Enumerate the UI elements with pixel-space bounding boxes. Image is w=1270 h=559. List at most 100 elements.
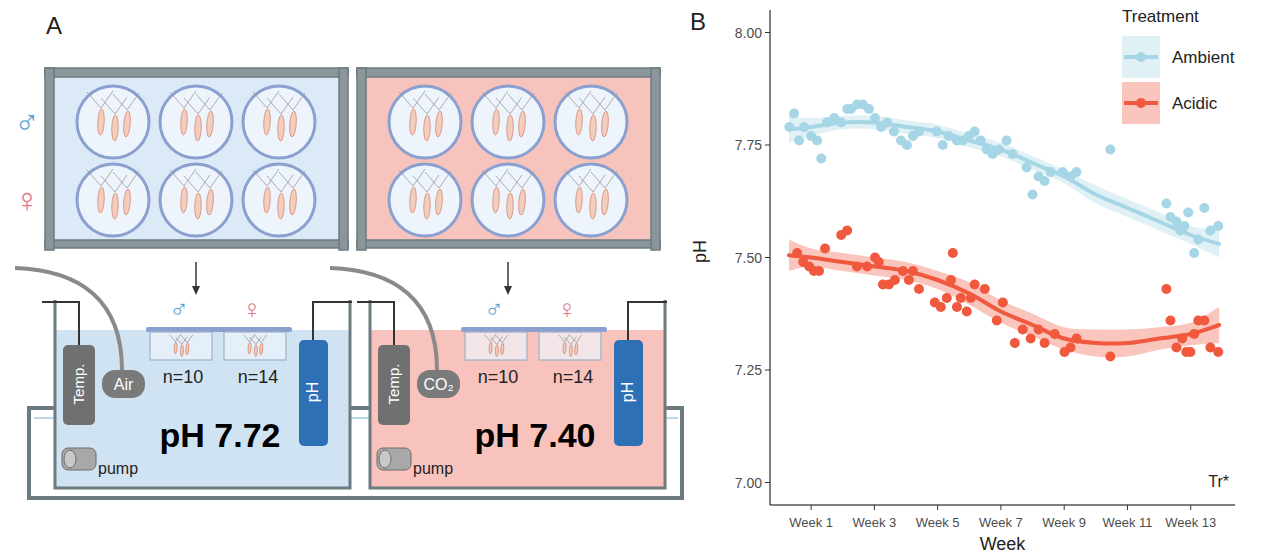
point xyxy=(820,244,830,254)
shrimp-body xyxy=(185,343,189,355)
tray-bar xyxy=(146,327,292,332)
x-tick xyxy=(1000,505,1001,510)
y-tick xyxy=(765,257,770,258)
beaker xyxy=(77,86,149,158)
shrimp-antenna xyxy=(510,97,522,114)
tray xyxy=(465,332,527,360)
shrimp-body xyxy=(435,189,443,215)
tank-water xyxy=(55,330,350,488)
x-tick xyxy=(811,505,812,510)
rack xyxy=(45,72,348,248)
shrimp-antenna xyxy=(187,335,192,343)
beaker xyxy=(555,86,627,158)
x-tick-label: Week 13 xyxy=(1165,515,1216,530)
x-tick-label: Week 5 xyxy=(916,515,960,530)
point xyxy=(1213,221,1223,231)
ph-probe xyxy=(614,340,643,446)
shrimp-antenna xyxy=(293,93,305,110)
shrimp-antenna xyxy=(267,176,281,192)
rack-post xyxy=(45,68,54,250)
point xyxy=(914,127,924,137)
shrimp-body xyxy=(123,111,131,137)
point xyxy=(1002,136,1012,146)
point xyxy=(1050,329,1060,339)
point xyxy=(1046,167,1056,177)
point xyxy=(980,284,990,294)
shrimp-antenna xyxy=(101,176,115,192)
shrimp-body xyxy=(263,109,271,135)
shrimp-body xyxy=(194,193,201,219)
shrimp-body xyxy=(254,345,257,357)
shrimp-body xyxy=(409,109,417,135)
point xyxy=(970,127,980,137)
shrimp-antenna xyxy=(250,337,256,344)
plot-area xyxy=(784,100,1223,362)
point xyxy=(1028,190,1038,200)
shrimp-body xyxy=(489,342,492,354)
point xyxy=(874,257,884,267)
group-size: n=14 xyxy=(553,367,594,387)
point xyxy=(1026,334,1036,344)
point xyxy=(970,280,980,290)
point xyxy=(1199,316,1209,326)
shrimp-body xyxy=(111,115,118,141)
point xyxy=(1161,284,1171,294)
shrimp-antenna xyxy=(101,98,115,114)
point xyxy=(1171,343,1181,353)
temp-probe xyxy=(378,345,410,425)
x-tick xyxy=(937,505,938,510)
shrimp-body xyxy=(174,342,177,354)
x-tick-label: Week 9 xyxy=(1042,515,1086,530)
y-tick-label: 8.00 xyxy=(735,25,762,41)
shrimp-antenna xyxy=(427,175,439,192)
panel-letter: B xyxy=(690,8,706,35)
shrimp-body xyxy=(435,111,443,137)
shrimp-antenna xyxy=(255,335,261,342)
shrimp-antenna xyxy=(496,176,510,192)
point xyxy=(1022,163,1032,173)
arrow-head xyxy=(192,286,200,295)
shrimp-body xyxy=(423,193,430,219)
legend-title: Treatment xyxy=(1122,7,1199,26)
rack-post xyxy=(339,68,348,250)
confidence-band xyxy=(789,115,1219,257)
tank-wall xyxy=(55,300,350,488)
point xyxy=(992,316,1002,326)
shrimp-antenna xyxy=(579,98,593,114)
point xyxy=(799,122,809,132)
shrimp-body xyxy=(259,343,263,355)
shrimp-antenna xyxy=(579,176,593,192)
shrimp-antenna xyxy=(605,171,617,188)
ph-probe xyxy=(299,340,328,446)
shrimp-antenna xyxy=(591,94,605,110)
shrimp-antenna xyxy=(502,335,507,343)
shrimp-body xyxy=(180,109,188,135)
rack-bar xyxy=(357,68,660,77)
point xyxy=(1177,334,1187,344)
shrimp-antenna xyxy=(261,335,266,343)
point xyxy=(882,118,892,128)
rack-bar xyxy=(45,240,348,248)
point xyxy=(1185,347,1195,357)
y-axis-title: pH xyxy=(690,240,710,263)
row-symbol: ♀ xyxy=(14,181,40,219)
shrimp-antenna xyxy=(253,92,267,108)
point xyxy=(1066,343,1076,353)
x-tick xyxy=(874,505,875,510)
pump-label: pump xyxy=(413,460,453,477)
shrimp-antenna xyxy=(87,170,101,186)
beaker xyxy=(160,86,232,158)
legend: TreatmentAmbientAcidic xyxy=(1122,7,1235,124)
point xyxy=(842,226,852,236)
point xyxy=(904,275,914,285)
pump-icon xyxy=(377,448,411,470)
group-size: n=14 xyxy=(238,367,279,387)
point xyxy=(852,262,862,272)
shrimp-body xyxy=(575,187,583,213)
panel-a: A♂♀Temp.Air♂n=10♀n=14pHpH 7.72pumpTemp.C… xyxy=(14,12,682,498)
shrimp-antenna xyxy=(184,176,198,192)
x-tick xyxy=(1190,505,1191,510)
annotation: Tr* xyxy=(1208,473,1229,490)
shrimp-antenna xyxy=(425,94,439,110)
beaker xyxy=(243,86,315,158)
